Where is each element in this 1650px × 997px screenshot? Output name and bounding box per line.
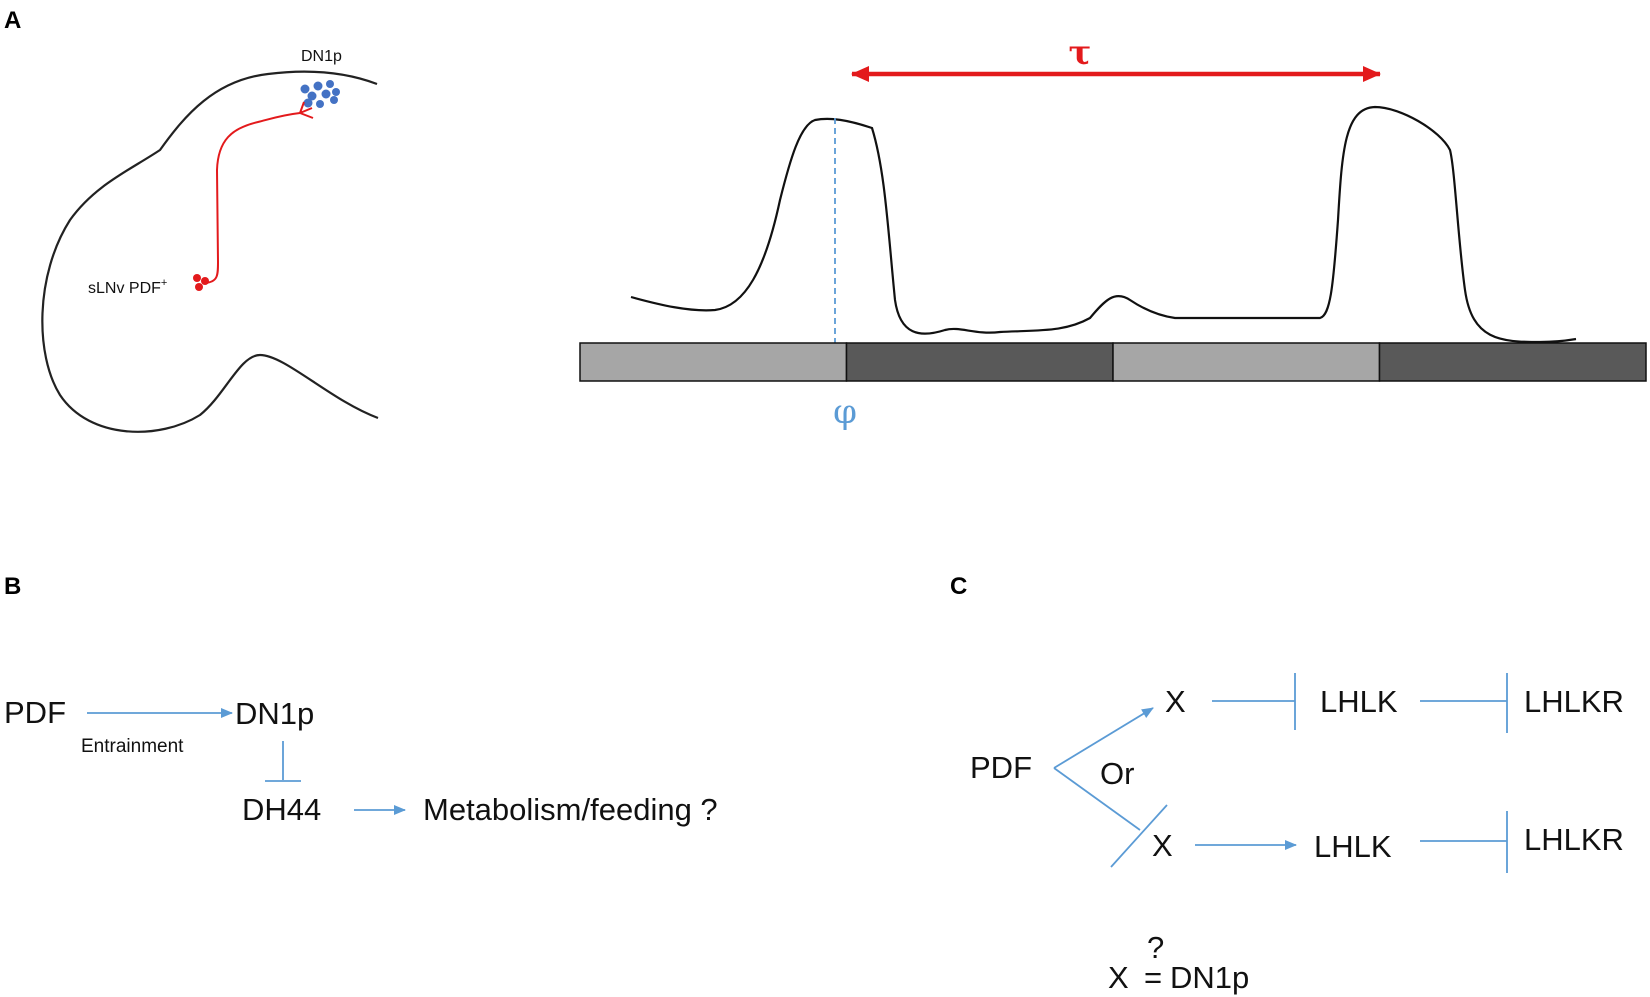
- c-lhlkr-top-node: LHLKR: [1524, 684, 1624, 719]
- c-pdf-to-x-top-arrow: [1053, 707, 1154, 769]
- dark-period-segment-4: [1378, 342, 1647, 382]
- pdf-neuron-terminal: [299, 101, 314, 119]
- b-metabolism-node: Metabolism/feeding ?: [423, 792, 718, 827]
- panel-c-label: C: [950, 573, 967, 600]
- c-lhlk-bottom-node: LHLK: [1314, 829, 1392, 864]
- c-x-top-node: X: [1165, 684, 1186, 719]
- pdf-neuron-projection: [204, 112, 301, 284]
- slnv-label: sLNv PDF+: [88, 277, 167, 297]
- tau-label: τ: [1069, 33, 1092, 73]
- b-pdf-node: PDF: [4, 695, 66, 730]
- c-pdf-inhibits-x-bottom-bar: [1110, 804, 1168, 868]
- slnv-cell-bodies: [193, 274, 209, 291]
- slnv-superscript: +: [161, 277, 167, 289]
- c-pdf-inhibits-x-bottom-line: [1053, 767, 1141, 831]
- activity-trace: [630, 105, 1577, 344]
- phase-label: φ: [833, 392, 857, 432]
- c-or-label: Or: [1100, 756, 1134, 791]
- b-entrainment-label: Entrainment: [81, 736, 184, 757]
- panel-a-label: A: [4, 7, 21, 34]
- b-dh44-node: DH44: [242, 792, 321, 827]
- rhythm-plot: τ φ: [579, 33, 1647, 432]
- c-lhlk-top-node: LHLK: [1320, 684, 1398, 719]
- c-hypothesis-x: X: [1108, 960, 1129, 995]
- b-dn1p-node: DN1p: [235, 696, 314, 731]
- c-lhlkr-bottom-node: LHLKR: [1524, 822, 1624, 857]
- light-dark-bar: [579, 342, 1647, 382]
- c-hypothesis-question-mark: ?: [1147, 930, 1164, 965]
- c-hypothesis-dn1p: DN1p: [1170, 960, 1249, 995]
- light-period-segment-1: [579, 342, 848, 382]
- dn1p-cluster: [300, 80, 340, 108]
- c-x-bottom-node: X: [1152, 828, 1173, 863]
- brain-schematic: DN1p sLNv PDF+: [41, 48, 379, 433]
- dn1p-label: DN1p: [301, 48, 342, 65]
- light-period-segment-3: [1112, 342, 1381, 382]
- c-pdf-node: PDF: [970, 750, 1032, 785]
- dark-period-segment-2: [845, 342, 1114, 382]
- panel-b-label: B: [4, 573, 21, 600]
- c-hypothesis: X ? = DN1p: [1108, 930, 1249, 995]
- panel-c-pathway: PDF X LHLK LHLKR Or X LHLK LHLKR X ? = D…: [970, 673, 1624, 995]
- c-hypothesis-equals: =: [1144, 960, 1162, 995]
- brain-outline-upper: [41, 70, 379, 433]
- panel-b-pathway: PDF Entrainment DN1p DH44 Metabolism/fee…: [4, 695, 718, 827]
